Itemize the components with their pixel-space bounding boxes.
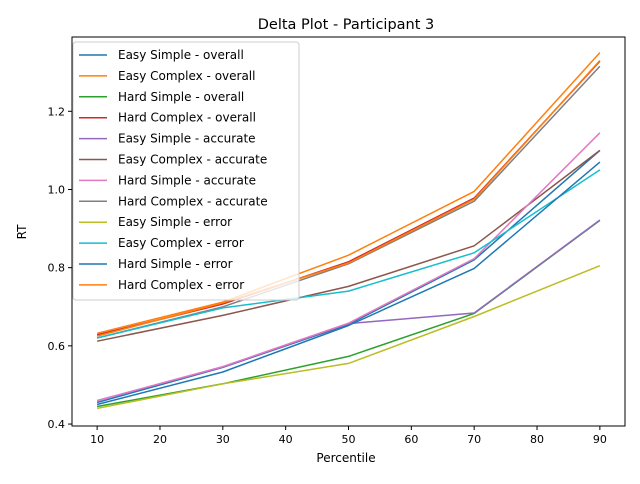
y-tick-label: 0.4 <box>48 418 66 431</box>
y-tick-label: 1.0 <box>48 183 66 196</box>
x-tick-label: 50 <box>342 433 356 446</box>
legend-label: Hard Simple - accurate <box>118 173 256 187</box>
legend-label: Easy Simple - accurate <box>118 132 256 146</box>
x-tick-label: 70 <box>467 433 481 446</box>
legend-label: Hard Simple - error <box>118 257 233 271</box>
series-line-11 <box>96 161 601 406</box>
x-tick-label: 90 <box>593 433 607 446</box>
x-axis: 10 20 30 40 50 60 70 80 90 <box>90 426 607 446</box>
legend-label: Hard Complex - error <box>118 278 244 292</box>
legend-label: Hard Simple - overall <box>118 90 244 104</box>
series-lines <box>96 52 601 410</box>
x-tick-label: 40 <box>279 433 293 446</box>
y-tick-label: 0.6 <box>48 340 66 353</box>
y-tick-label: 0.8 <box>48 262 66 275</box>
legend-items: Easy Simple - overall Easy Complex - over… <box>79 48 268 292</box>
legend: Easy Simple - overall Easy Complex - over… <box>72 41 300 301</box>
legend-label: Hard Complex - accurate <box>118 194 268 208</box>
series-line-10 <box>96 169 601 339</box>
legend-label: Hard Complex - overall <box>118 111 256 125</box>
x-tick-label: 60 <box>404 433 418 446</box>
x-tick-label: 30 <box>216 433 230 446</box>
legend-label: Easy Complex - error <box>118 236 244 250</box>
series-line-12 <box>96 59 601 337</box>
series-line-9 <box>96 265 601 410</box>
chart-title: Delta Plot - Participant 3 <box>258 17 435 33</box>
series-line-7 <box>96 132 601 402</box>
legend-label: Easy Complex - overall <box>118 69 255 83</box>
legend-label: Easy Complex - accurate <box>118 153 267 167</box>
x-axis-label: Percentile <box>316 451 375 465</box>
legend-label: Easy Simple - overall <box>118 48 244 62</box>
legend-label: Easy Simple - error <box>118 215 232 229</box>
x-tick-label: 20 <box>153 433 167 446</box>
x-tick-label: 10 <box>90 433 104 446</box>
x-tick-label: 80 <box>530 433 544 446</box>
series-line-1 <box>96 149 601 404</box>
series-line-2 <box>96 52 601 335</box>
series-line-6 <box>96 149 601 342</box>
y-axis-label: RT <box>15 224 29 239</box>
y-axis: 0.4 0.6 0.8 1.0 1.2 <box>48 105 72 431</box>
legend-box <box>72 41 300 301</box>
y-tick-label: 1.2 <box>48 105 66 118</box>
